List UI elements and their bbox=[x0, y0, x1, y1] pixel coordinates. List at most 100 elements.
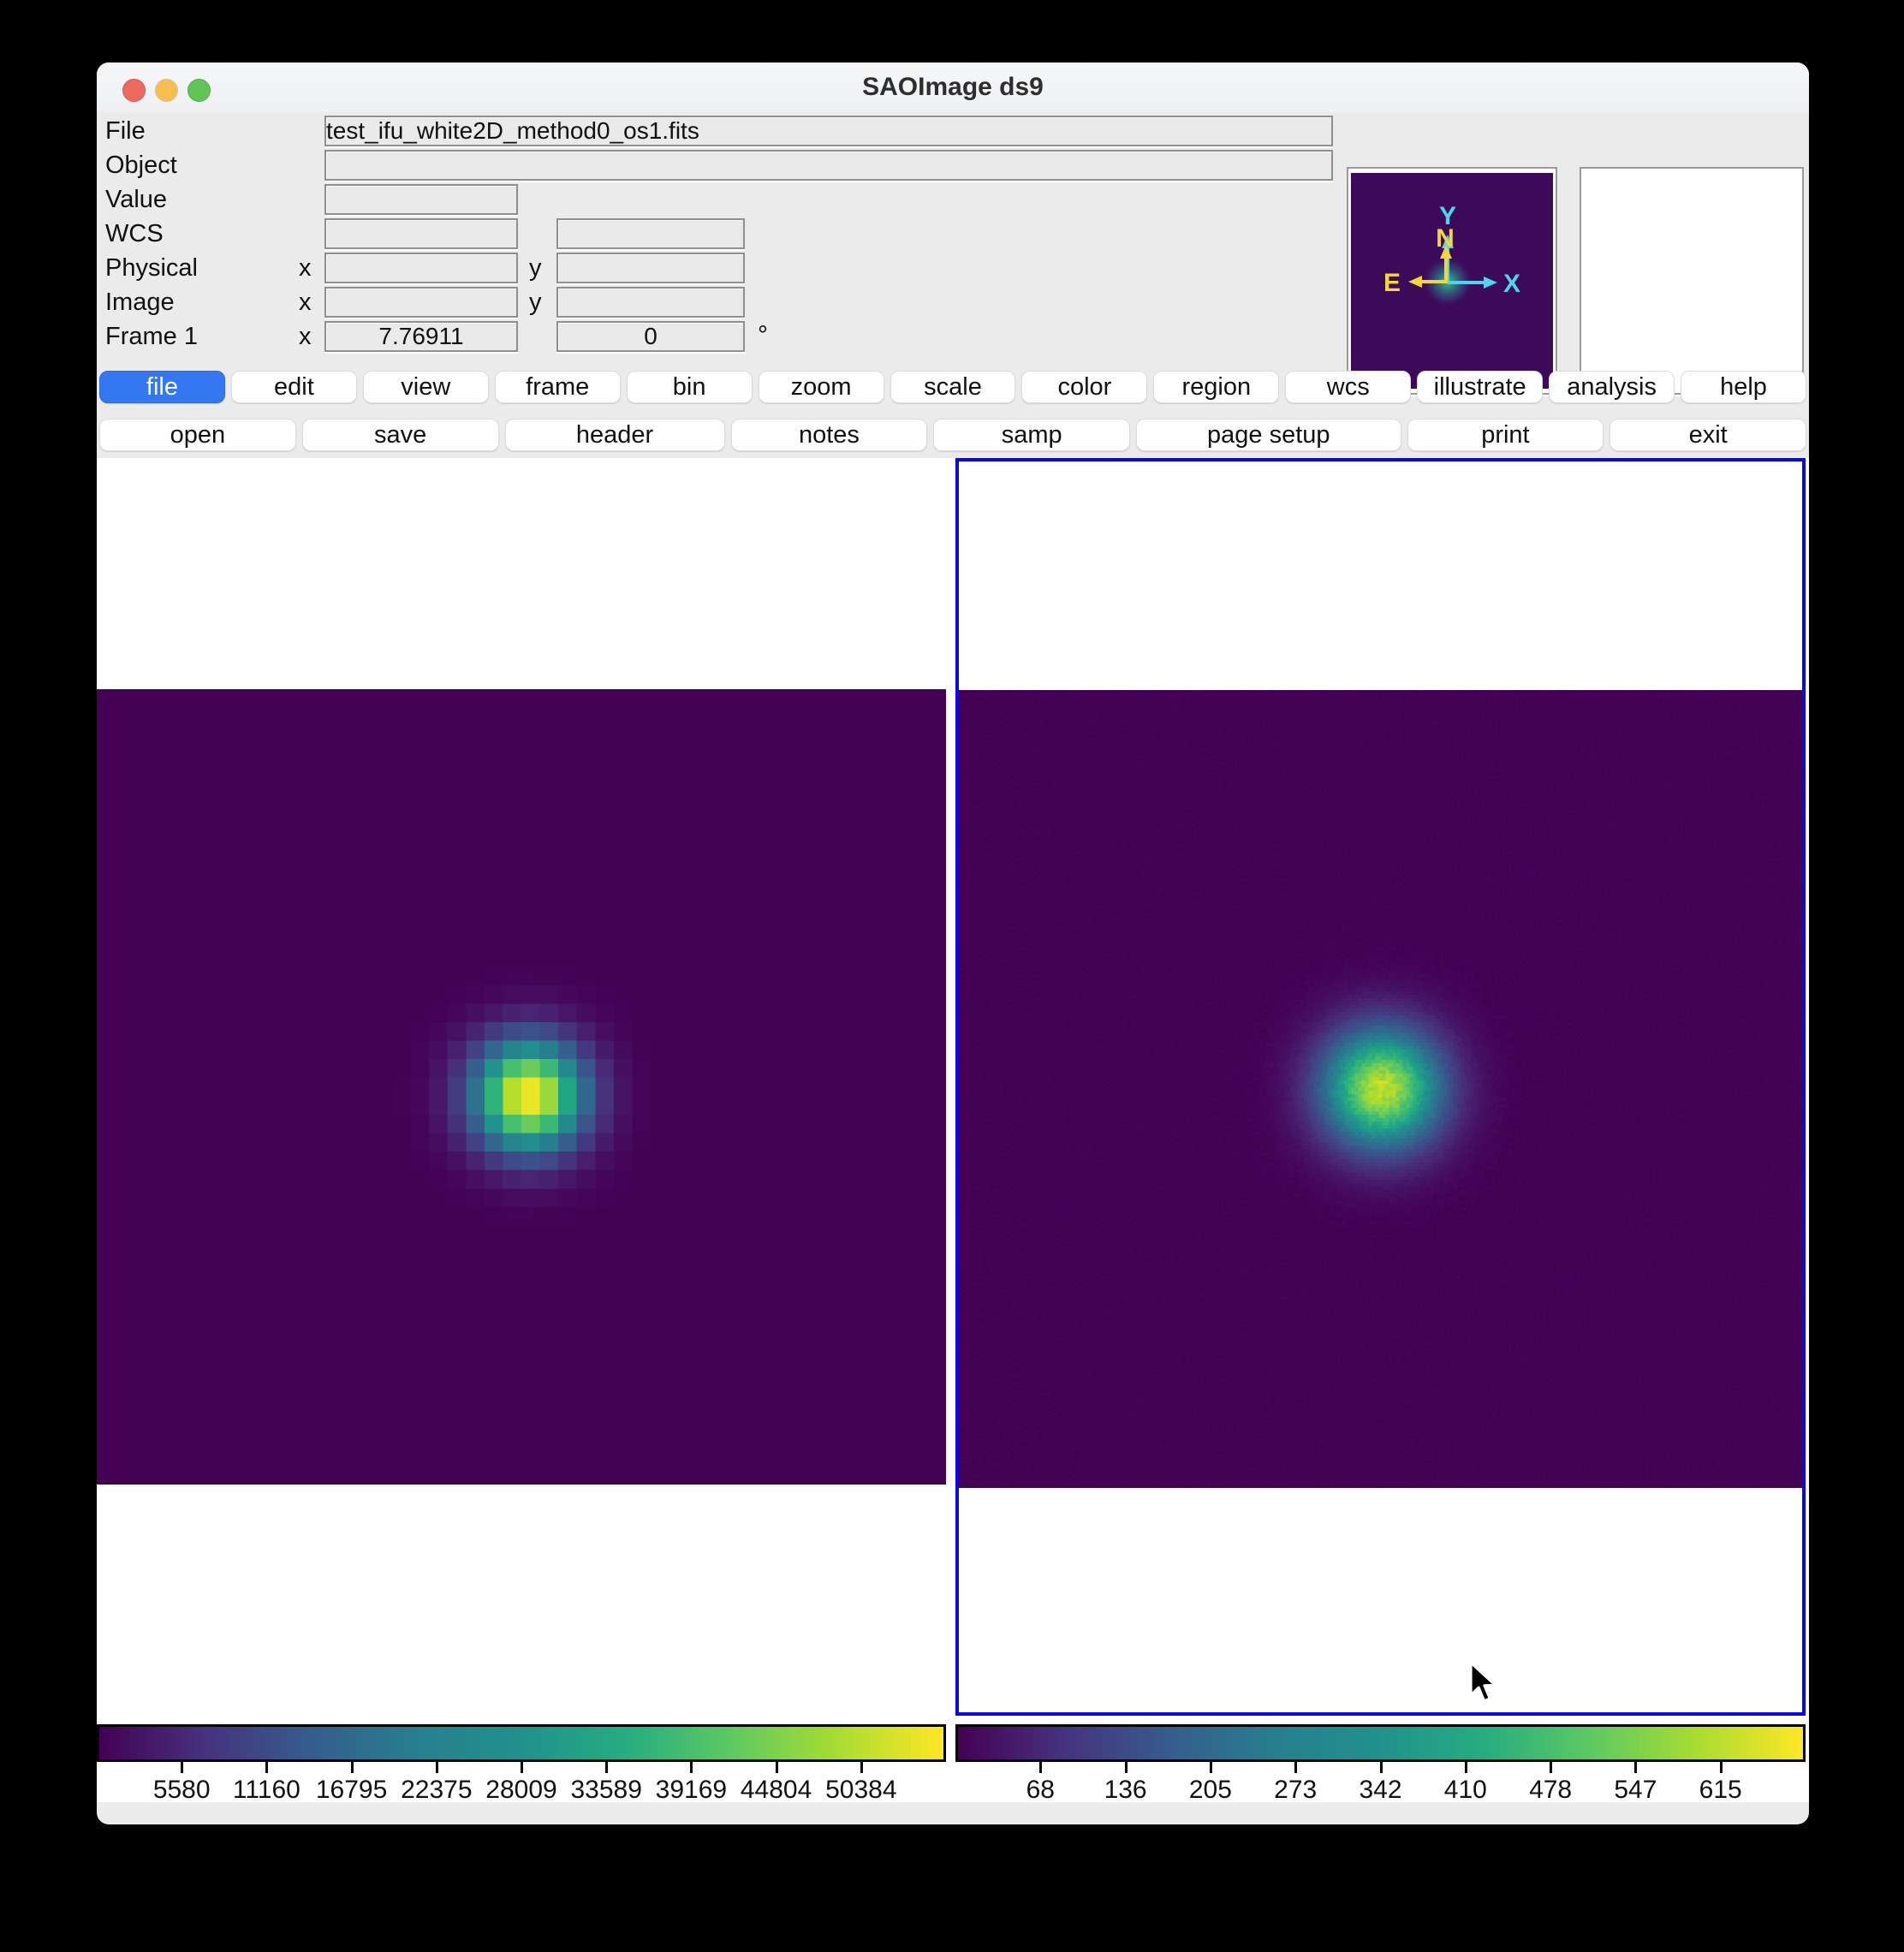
frame-1-image[interactable] bbox=[97, 689, 946, 1485]
value-field[interactable] bbox=[324, 184, 518, 215]
colorbar-tick-mark bbox=[690, 1762, 693, 1773]
menu-button-region[interactable]: region bbox=[1153, 371, 1279, 403]
menu-button-file[interactable]: file bbox=[99, 371, 225, 403]
colorbar-ticks-frame-1: 5580 11160 16795 22375 28009 33589 39169 44804 5… bbox=[97, 1762, 946, 1813]
menu-button-help[interactable]: help bbox=[1681, 371, 1806, 403]
menu-button-samp[interactable]: samp bbox=[933, 419, 1130, 451]
frame-2-view-selected[interactable] bbox=[955, 458, 1806, 1716]
panner-image: Y N E X bbox=[1351, 173, 1553, 389]
colorbar-tick-label: 44804 bbox=[741, 1776, 812, 1805]
colorbar-frame-2[interactable] bbox=[955, 1724, 1806, 1762]
panner-panel[interactable]: Y N E X bbox=[1347, 167, 1557, 395]
colorbar-tick-mark bbox=[776, 1762, 778, 1773]
colorbar-tick-mark bbox=[351, 1762, 354, 1773]
menu-button-scale[interactable]: scale bbox=[890, 371, 1016, 403]
file-field[interactable]: test_ifu_white2D_method0_os1.fits bbox=[324, 116, 1333, 146]
magnifier-panel[interactable] bbox=[1580, 167, 1804, 395]
colorbar-tick-mark bbox=[1550, 1762, 1552, 1773]
colorbar-tick-label: 22375 bbox=[401, 1776, 472, 1805]
colorbar-tick-mark bbox=[1125, 1762, 1128, 1773]
mouse-cursor-icon bbox=[1467, 1661, 1503, 1705]
frames-area: 5580 11160 16795 22375 28009 33589 39169 44804 5… bbox=[97, 458, 1809, 1802]
menu-button-wcs[interactable]: wcs bbox=[1285, 371, 1411, 403]
menu-button-illustrate[interactable]: illustrate bbox=[1417, 371, 1543, 403]
colorbar-tick-mark bbox=[181, 1762, 183, 1773]
object-field[interactable] bbox=[324, 150, 1333, 181]
colorbar-tick-label: 273 bbox=[1274, 1776, 1317, 1805]
colorbar-tick-mark bbox=[605, 1762, 608, 1773]
frame-2-image[interactable] bbox=[959, 690, 1802, 1488]
colorbar-tick-label: 50384 bbox=[825, 1776, 896, 1805]
menu-button-frame[interactable]: frame bbox=[495, 371, 621, 403]
menu-button-notes[interactable]: notes bbox=[731, 419, 928, 451]
frame-angle-field[interactable]: 0 bbox=[556, 321, 745, 352]
colorbar-ticks-frame-2: 68 136 205 273 342 410 478 547 615 bbox=[955, 1762, 1806, 1813]
colorbar-tick-label: 11160 bbox=[233, 1776, 300, 1805]
menu-button-view[interactable]: view bbox=[363, 371, 489, 403]
colorbar-tick-label: 410 bbox=[1444, 1776, 1487, 1805]
menu-button-zoom[interactable]: zoom bbox=[759, 371, 884, 403]
colorbar-tick-label: 205 bbox=[1189, 1776, 1232, 1805]
window-title: SAOImage ds9 bbox=[97, 62, 1809, 112]
menu-button-print[interactable]: print bbox=[1407, 419, 1604, 451]
physical-x-field[interactable] bbox=[324, 253, 518, 283]
panner-compass: Y N E X bbox=[1351, 173, 1553, 389]
menu-row-primary: file edit view frame bin zoom scale color region… bbox=[99, 371, 1806, 403]
wcs-field-2[interactable] bbox=[556, 218, 745, 249]
frame-x-field[interactable]: 7.76911 bbox=[324, 321, 518, 352]
frame-label: Frame 1 bbox=[105, 321, 198, 352]
title-bar[interactable]: SAOImage ds9 bbox=[97, 62, 1809, 113]
compass-x-label: X bbox=[1503, 270, 1520, 298]
colorbar-tick-label: 33589 bbox=[570, 1776, 641, 1805]
menu-button-open[interactable]: open bbox=[99, 419, 296, 451]
value-label: Value bbox=[105, 184, 167, 215]
image-label: Image bbox=[105, 287, 175, 318]
colorbar-tick-label: 28009 bbox=[485, 1776, 556, 1805]
colorbar-tick-mark bbox=[1380, 1762, 1383, 1773]
menu-button-color[interactable]: color bbox=[1021, 371, 1147, 403]
menu-button-save[interactable]: save bbox=[302, 419, 499, 451]
colorbar-tick-mark bbox=[1294, 1762, 1297, 1773]
compass-e-label: E bbox=[1383, 269, 1401, 297]
colorbar-tick-label: 136 bbox=[1104, 1776, 1147, 1805]
frame-x-label: x bbox=[299, 321, 312, 352]
physical-y-label: y bbox=[529, 253, 542, 283]
colorbar-tick-mark bbox=[1634, 1762, 1637, 1773]
menu-row-secondary: open save header notes samp page setup print ex… bbox=[99, 419, 1806, 451]
image-y-field[interactable] bbox=[556, 287, 745, 318]
compass-n-label: N bbox=[1436, 224, 1455, 253]
ds9-window: SAOImage ds9 File Object Value WCS Physi… bbox=[97, 62, 1809, 1824]
colorbar-tick-mark bbox=[521, 1762, 523, 1773]
menu-button-edit[interactable]: edit bbox=[231, 371, 357, 403]
menu-button-page-setup[interactable]: page setup bbox=[1136, 419, 1401, 451]
colorbar-tick-label: 68 bbox=[1026, 1776, 1055, 1805]
colorbar-tick-label: 16795 bbox=[316, 1776, 387, 1805]
colorbar-tick-label: 478 bbox=[1529, 1776, 1572, 1805]
colorbar-tick-label: 615 bbox=[1699, 1776, 1742, 1805]
degree-symbol: ° bbox=[758, 321, 768, 350]
physical-y-field[interactable] bbox=[556, 253, 745, 283]
colorbar-tick-label: 547 bbox=[1614, 1776, 1657, 1805]
info-panel: File Object Value WCS Physical Image Fra… bbox=[97, 112, 1809, 458]
image-y-label: y bbox=[529, 287, 542, 318]
frame-1-view[interactable] bbox=[97, 458, 946, 1716]
colorbar-tick-mark bbox=[265, 1762, 268, 1773]
menu-button-analysis[interactable]: analysis bbox=[1549, 371, 1675, 403]
menu-button-bin[interactable]: bin bbox=[627, 371, 753, 403]
colorbar-tick-mark bbox=[1210, 1762, 1212, 1773]
wcs-field-1[interactable] bbox=[324, 218, 518, 249]
menu-button-header[interactable]: header bbox=[505, 419, 725, 451]
colorbar-tick-mark bbox=[1720, 1762, 1723, 1773]
colorbar-tick-mark bbox=[860, 1762, 863, 1773]
menu-button-exit[interactable]: exit bbox=[1609, 419, 1806, 451]
colorbar-tick-mark bbox=[1039, 1762, 1042, 1773]
colorbar-tick-mark bbox=[436, 1762, 438, 1773]
physical-label: Physical bbox=[105, 253, 198, 283]
file-label: File bbox=[105, 116, 146, 146]
image-x-label: x bbox=[299, 287, 312, 318]
colorbar-frame-1[interactable] bbox=[97, 1724, 946, 1762]
colorbar-tick-mark bbox=[1465, 1762, 1467, 1773]
wcs-label: WCS bbox=[105, 218, 164, 249]
physical-x-label: x bbox=[299, 253, 312, 283]
image-x-field[interactable] bbox=[324, 287, 518, 318]
